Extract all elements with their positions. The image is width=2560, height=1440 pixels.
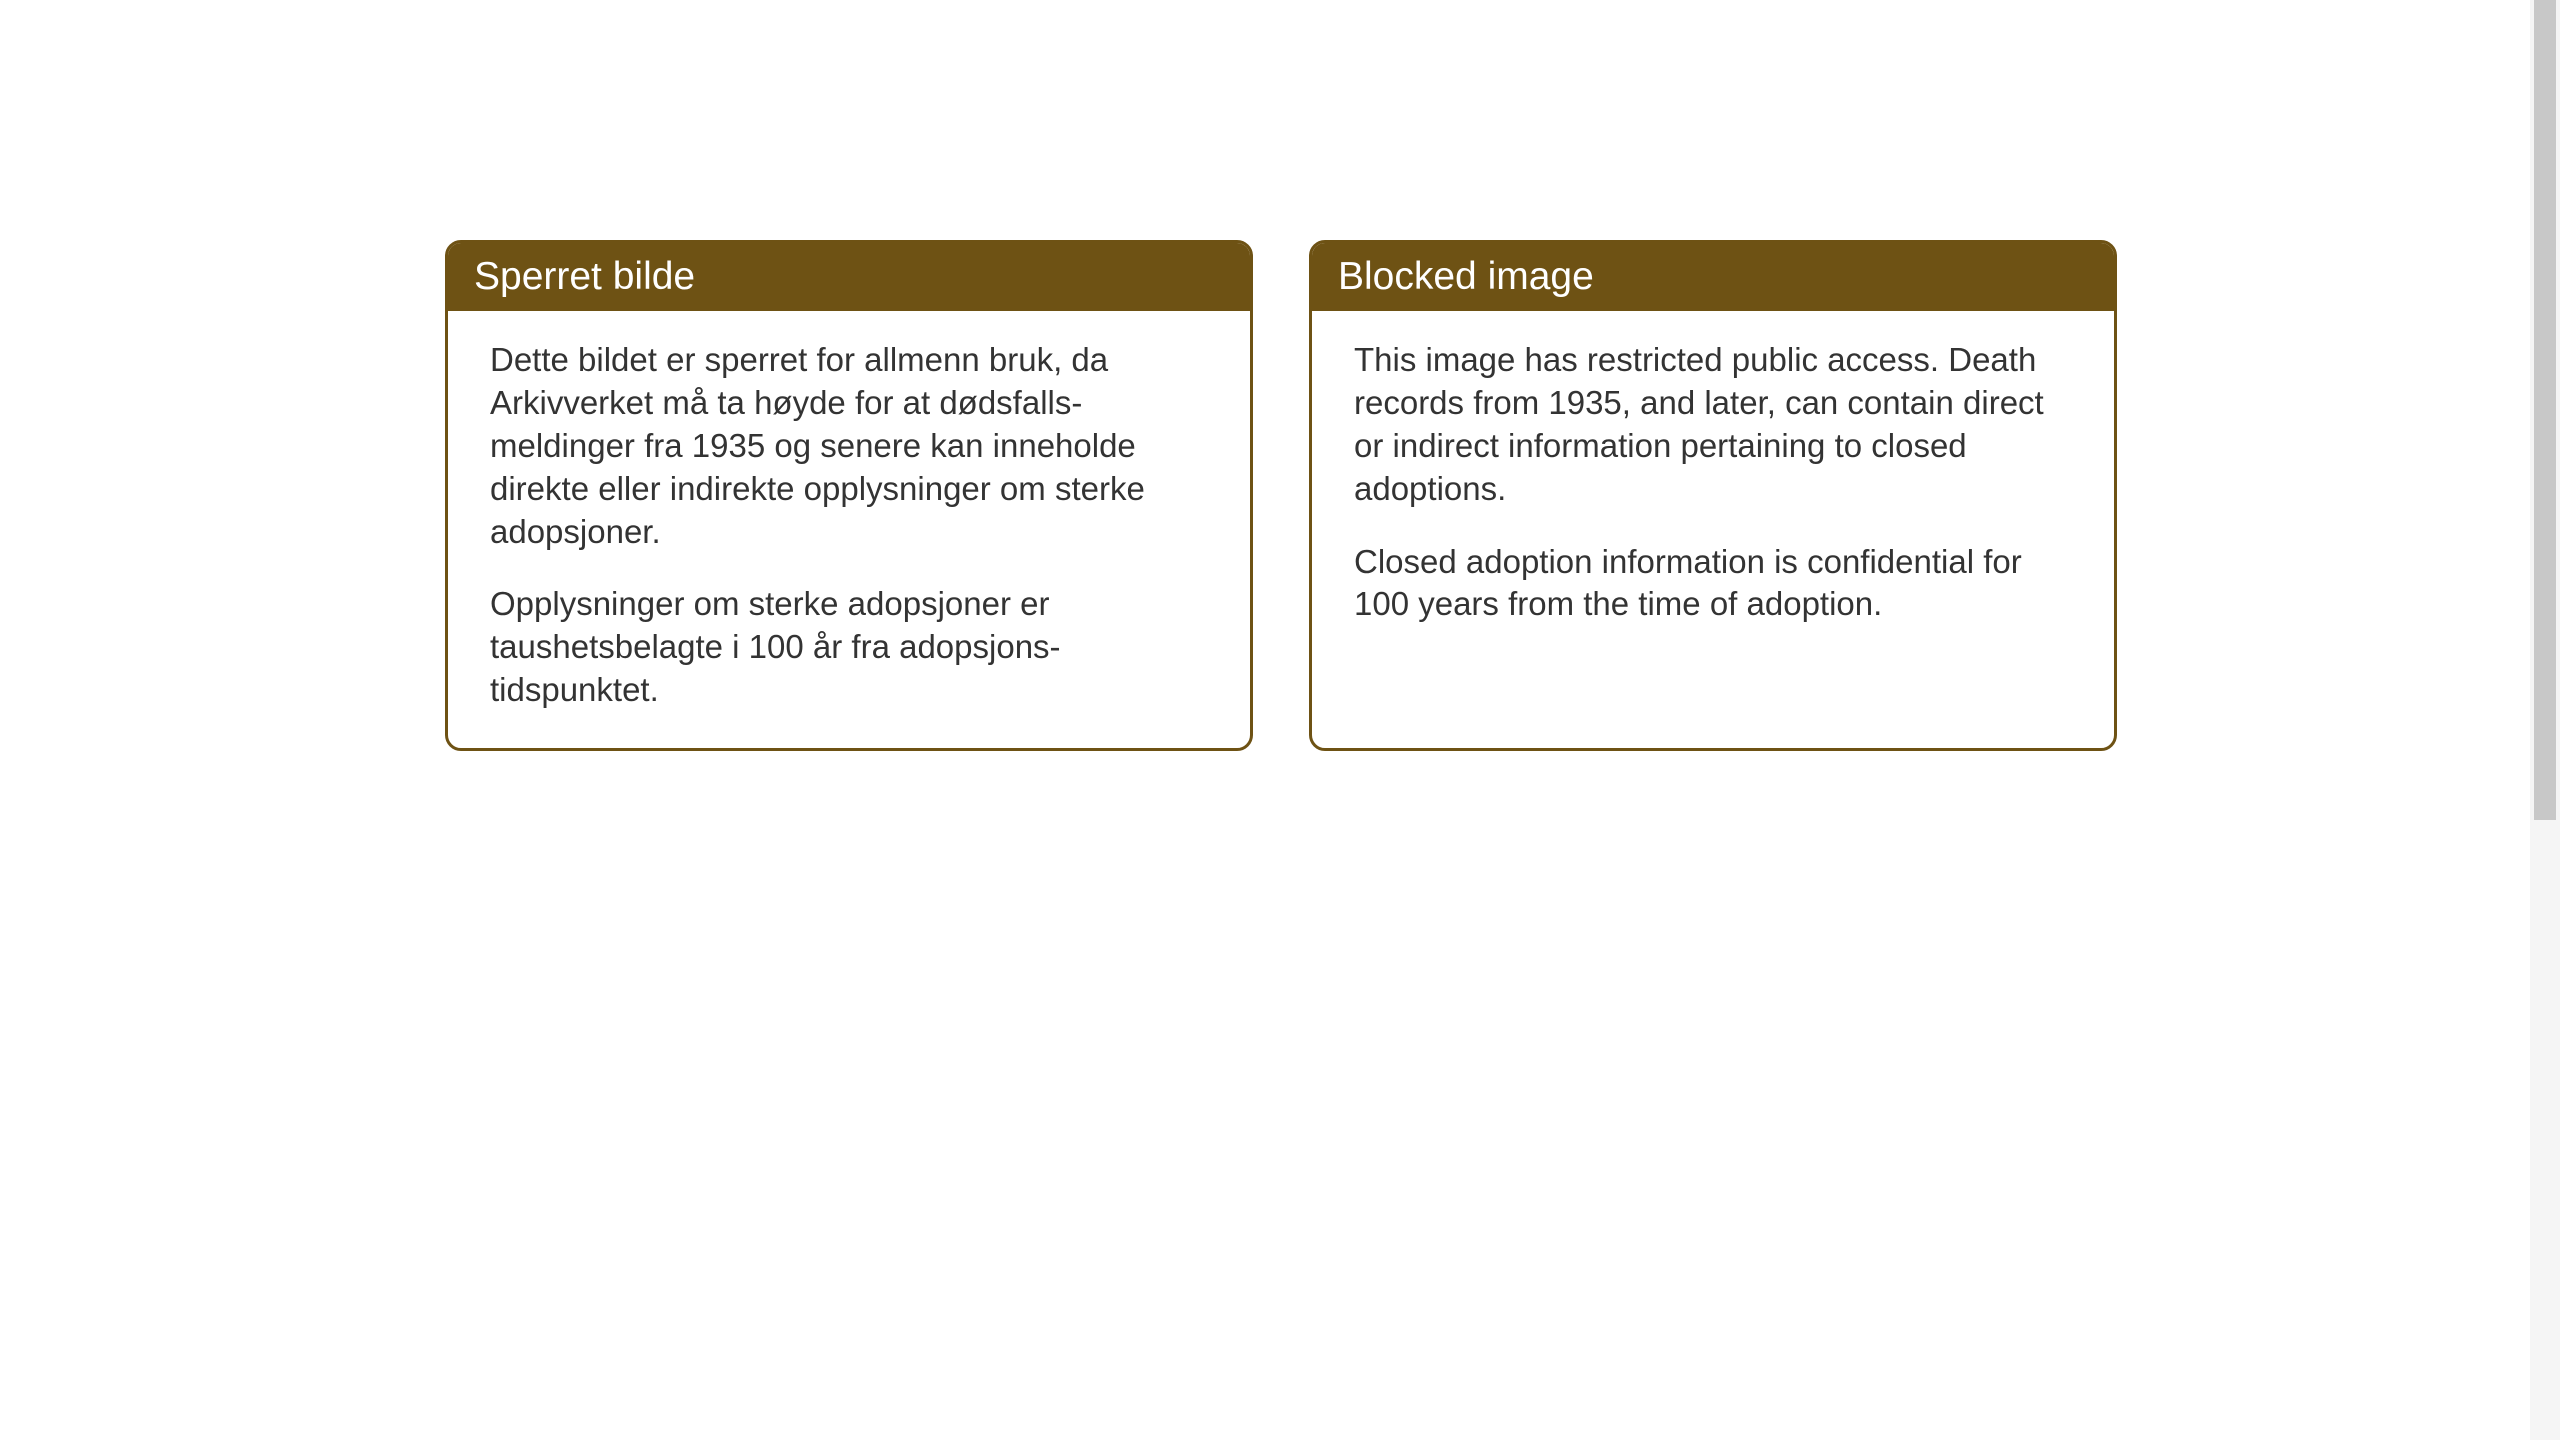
card-title-norwegian: Sperret bilde [474,255,695,298]
card-body-english: This image has restricted public access.… [1312,311,2114,662]
notice-card-norwegian: Sperret bilde Dette bildet er sperret fo… [445,240,1253,751]
notice-cards-container: Sperret bilde Dette bildet er sperret fo… [445,240,2117,751]
card-paragraph-2-english: Closed adoption information is confident… [1354,541,2072,627]
card-header-norwegian: Sperret bilde [448,243,1250,311]
card-header-english: Blocked image [1312,243,2114,311]
card-paragraph-1-norwegian: Dette bildet er sperret for allmenn bruk… [490,339,1208,553]
vertical-scrollbar[interactable] [2530,0,2560,1440]
card-paragraph-2-norwegian: Opplysninger om sterke adopsjoner er tau… [490,583,1208,712]
card-paragraph-1-english: This image has restricted public access.… [1354,339,2072,511]
notice-card-english: Blocked image This image has restricted … [1309,240,2117,751]
card-title-english: Blocked image [1338,255,1594,298]
card-body-norwegian: Dette bildet er sperret for allmenn bruk… [448,311,1250,748]
scrollbar-thumb[interactable] [2534,0,2556,820]
